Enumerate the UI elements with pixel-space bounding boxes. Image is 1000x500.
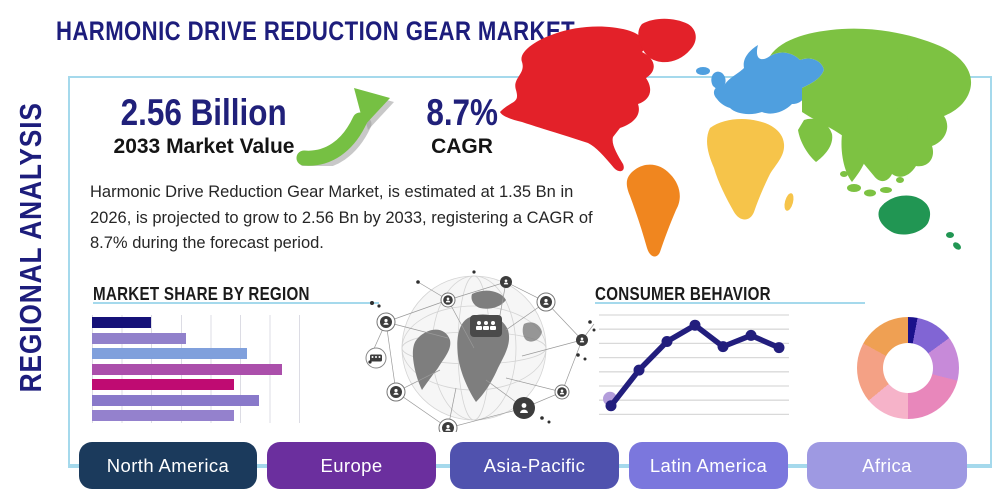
market-value-stat: 2.56 Billion 2033 Market Value <box>95 92 313 159</box>
region-button-africa[interactable]: Africa <box>807 442 967 489</box>
region-button-europe[interactable]: Europe <box>267 442 436 489</box>
world-map <box>500 18 972 257</box>
cagr-number: 8.7% <box>426 92 498 133</box>
region-button-north-america[interactable]: North America <box>79 442 257 489</box>
consumer-behavior-heading: CONSUMER BEHAVIOR <box>595 283 771 304</box>
market-share-heading: MARKET SHARE BY REGION <box>93 283 310 304</box>
market-value-number: 2.56 Billion <box>120 92 288 133</box>
consumer-behavior-underline <box>595 302 865 304</box>
sidebar-vertical-label: REGIONAL ANALYSIS <box>13 101 48 393</box>
cagr-stat: 8.7% CAGR <box>403 92 521 159</box>
bar-segment <box>92 348 247 359</box>
market-description: Harmonic Drive Reduction Gear Market, is… <box>90 183 593 253</box>
bar-segment <box>92 394 260 406</box>
page-title-text: HARMONIC DRIVE REDUCTION GEAR MARKET <box>56 16 576 46</box>
regional-share-donut-chart <box>857 317 959 419</box>
market-value-caption: 2033 Market Value <box>113 134 295 158</box>
market-share-bar-chart <box>92 315 301 423</box>
region-button-latin-america[interactable]: Latin America <box>629 442 788 489</box>
region-button-asia-pacific[interactable]: Asia-Pacific <box>450 442 619 489</box>
growth-arrow-icon <box>296 88 394 166</box>
consumer-behavior-line-chart <box>599 314 789 416</box>
donut-hole <box>883 343 933 393</box>
bar-segment <box>92 332 187 344</box>
bar-segment <box>92 317 151 328</box>
page-title: HARMONIC DRIVE REDUCTION GEAR MARKET <box>56 16 689 47</box>
cagr-caption: CAGR <box>431 134 493 158</box>
globe-network-graphic <box>365 270 596 432</box>
bar-segment <box>92 410 235 421</box>
bar-segment <box>92 363 283 375</box>
bar-segment <box>92 379 235 390</box>
market-share-underline <box>93 302 379 304</box>
